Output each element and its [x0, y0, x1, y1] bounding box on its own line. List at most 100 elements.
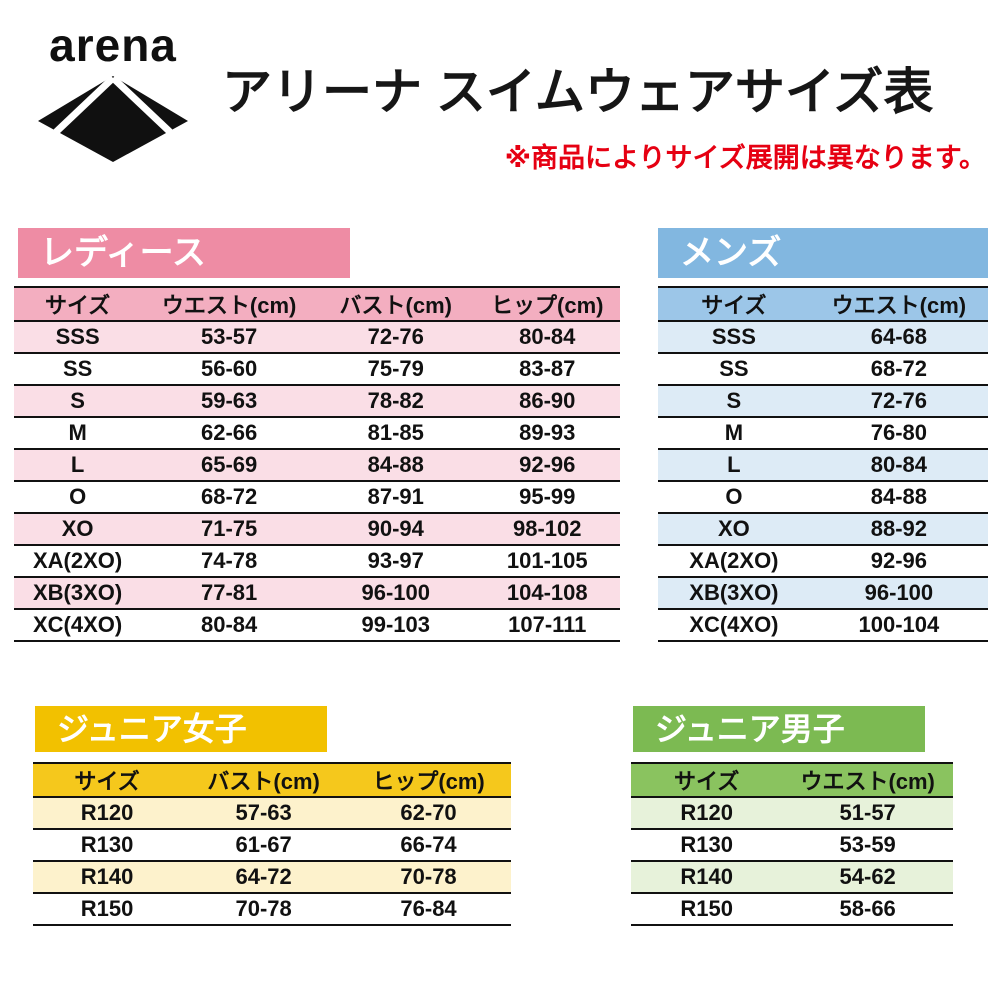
- table-cell: 70-78: [346, 861, 511, 894]
- table-cell: 90-94: [316, 513, 475, 546]
- table-cell: 104-108: [474, 577, 620, 610]
- column-header: ヒップ(cm): [474, 286, 620, 322]
- table-cell: 64-68: [809, 321, 988, 354]
- table-row: XC(4XO) 100-104: [658, 609, 988, 642]
- table-row: XO 88-92: [658, 513, 988, 546]
- table-cell: 86-90: [474, 385, 620, 418]
- table-cell: SS: [658, 353, 810, 386]
- table-cell: 107-111: [474, 609, 620, 642]
- table-cell: R130: [631, 829, 783, 862]
- table-cell: 95-99: [474, 481, 620, 514]
- table-cell: 87-91: [316, 481, 475, 514]
- table-cell: 59-63: [141, 385, 317, 418]
- table-cell: 62-66: [141, 417, 317, 450]
- table-cell: 99-103: [316, 609, 475, 642]
- table-cell: R150: [631, 893, 783, 926]
- table-cell: 83-87: [474, 353, 620, 386]
- table-cell: 71-75: [141, 513, 317, 546]
- table-row: SSS 64-68: [658, 321, 988, 354]
- table-row: SSS 53-57 72-76 80-84: [14, 321, 620, 354]
- table-row: R150 70-78 76-84: [33, 893, 511, 926]
- ladies-section-badge: レディース: [18, 228, 350, 278]
- table-cell: O: [658, 481, 810, 514]
- table-cell: 96-100: [316, 577, 475, 610]
- table-cell: 96-100: [809, 577, 988, 610]
- table-cell: 92-96: [809, 545, 988, 578]
- table-row: S 59-63 78-82 86-90: [14, 385, 620, 418]
- table-row: L 80-84: [658, 449, 988, 482]
- table-cell: S: [14, 385, 142, 418]
- table-cell: L: [14, 449, 142, 482]
- table-cell: 74-78: [141, 545, 317, 578]
- column-header: ウエスト(cm): [782, 762, 953, 798]
- page-title: アリーナ スイムウェアサイズ表: [222, 64, 934, 120]
- column-header: サイズ: [658, 286, 810, 322]
- table-row: XA(2XO) 74-78 93-97 101-105: [14, 545, 620, 578]
- mens-size-table: サイズ ウエスト(cm) SSS 64-68 SS 68-72 S 72-76 M 76-80 L 8…: [658, 286, 988, 642]
- table-row: S 72-76: [658, 385, 988, 418]
- table-row: XA(2XO) 92-96: [658, 545, 988, 578]
- table-row: O 68-72 87-91 95-99: [14, 481, 620, 514]
- table-cell: XA(2XO): [658, 545, 810, 578]
- table-cell: R120: [631, 797, 783, 830]
- table-cell: O: [14, 481, 142, 514]
- table-cell: 64-72: [181, 861, 347, 894]
- table-row: R150 58-66: [631, 893, 953, 926]
- table-cell: M: [14, 417, 142, 450]
- table-cell: 57-63: [181, 797, 347, 830]
- table-cell: 89-93: [474, 417, 620, 450]
- table-cell: 77-81: [141, 577, 317, 610]
- table-cell: 78-82: [316, 385, 475, 418]
- table-cell: XA(2XO): [14, 545, 142, 578]
- table-row: XO 71-75 90-94 98-102: [14, 513, 620, 546]
- table-row: R120 51-57: [631, 797, 953, 830]
- table-row: SS 56-60 75-79 83-87: [14, 353, 620, 386]
- table-cell: R150: [33, 893, 182, 926]
- arena-logo: arena: [28, 18, 198, 162]
- table-header-row: サイズ ウエスト(cm): [631, 762, 953, 798]
- table-cell: R130: [33, 829, 182, 862]
- junior-boys-section-badge: ジュニア男子: [633, 706, 925, 752]
- table-cell: XB(3XO): [658, 577, 810, 610]
- table-header-row: サイズ バスト(cm) ヒップ(cm): [33, 762, 511, 798]
- table-cell: 66-74: [346, 829, 511, 862]
- table-cell: 72-76: [809, 385, 988, 418]
- table-cell: XC(4XO): [658, 609, 810, 642]
- mens-section-badge: メンズ: [658, 228, 988, 278]
- table-row: R130 61-67 66-74: [33, 829, 511, 862]
- table-cell: L: [658, 449, 810, 482]
- table-cell: 80-84: [809, 449, 988, 482]
- table-cell: 72-76: [316, 321, 475, 354]
- table-cell: SSS: [658, 321, 810, 354]
- table-cell: XO: [14, 513, 142, 546]
- table-cell: M: [658, 417, 810, 450]
- table-row: R130 53-59: [631, 829, 953, 862]
- size-availability-note: ※商品によりサイズ展開は異なります。: [504, 143, 986, 173]
- column-header: ウエスト(cm): [809, 286, 988, 322]
- table-cell: 101-105: [474, 545, 620, 578]
- table-header-row: サイズ ウエスト(cm) バスト(cm) ヒップ(cm): [14, 286, 620, 322]
- arena-diamond-icon: [38, 76, 188, 162]
- table-row: R140 64-72 70-78: [33, 861, 511, 894]
- junior-girls-size-table: サイズ バスト(cm) ヒップ(cm) R120 57-63 62-70 R130 61-67…: [33, 762, 511, 926]
- table-cell: R120: [33, 797, 182, 830]
- table-cell: 93-97: [316, 545, 475, 578]
- table-cell: SSS: [14, 321, 142, 354]
- table-cell: 88-92: [809, 513, 988, 546]
- table-row: M 76-80: [658, 417, 988, 450]
- table-cell: XO: [658, 513, 810, 546]
- column-header: サイズ: [631, 762, 783, 798]
- table-cell: XC(4XO): [14, 609, 142, 642]
- table-cell: S: [658, 385, 810, 418]
- table-row: R120 57-63 62-70: [33, 797, 511, 830]
- table-row: L 65-69 84-88 92-96: [14, 449, 620, 482]
- junior-girls-section-badge: ジュニア女子: [35, 706, 327, 752]
- table-cell: 70-78: [181, 893, 347, 926]
- table-row: SS 68-72: [658, 353, 988, 386]
- table-cell: R140: [33, 861, 182, 894]
- table-row: XB(3XO) 96-100: [658, 577, 988, 610]
- column-header: サイズ: [33, 762, 182, 798]
- table-row: XC(4XO) 80-84 99-103 107-111: [14, 609, 620, 642]
- table-cell: 76-84: [346, 893, 511, 926]
